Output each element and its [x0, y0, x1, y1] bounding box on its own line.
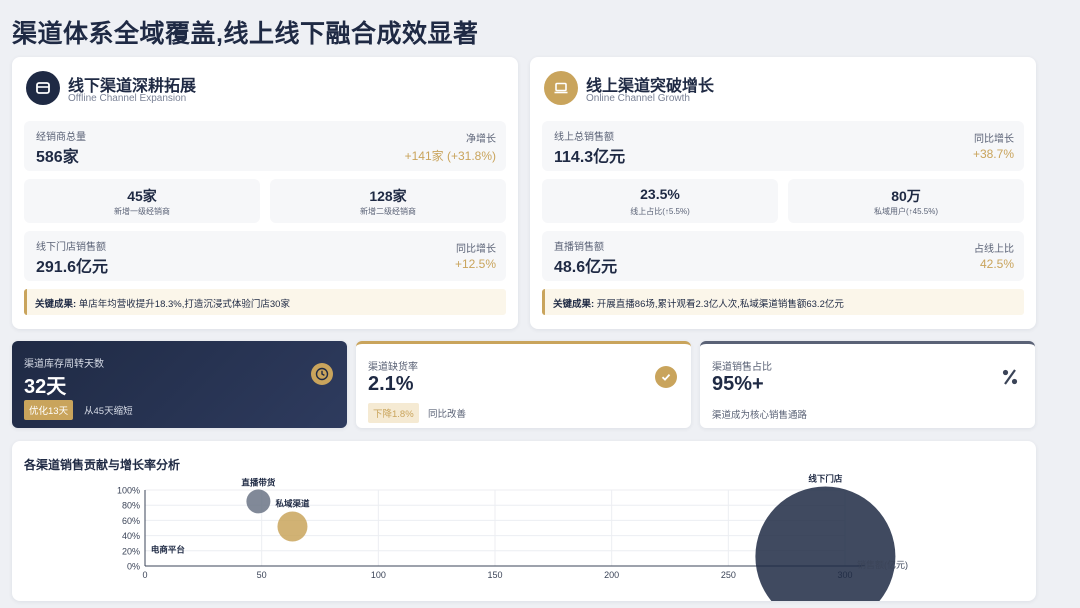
x-tick-label: 150	[487, 570, 502, 580]
y-tick-label: 80%	[122, 501, 140, 511]
inventory-turnover-label: 渠道库存周转天数	[24, 359, 104, 370]
tier2-dealer-label: 新增二级经销商	[360, 207, 416, 216]
stockout-rate-value: 2.1%	[368, 373, 414, 395]
stockout-badge: 下降1.8%	[368, 403, 419, 423]
offline-key-prefix: 关键成果:	[35, 299, 77, 310]
check-icon	[655, 366, 677, 388]
store-growth-value: +12.5%	[454, 257, 496, 271]
x-axis-label: 销售额(亿元)	[857, 559, 908, 570]
dealer-total-value: 586家	[36, 149, 79, 166]
stockout-rate-card: 渠道缺货率 2.1% 下降1.8% 同比改善	[356, 341, 691, 428]
offline-key-result: 关键成果: 单店年均营收提升18.3%,打造沉浸式体验门店30家	[24, 289, 506, 315]
x-tick-label: 100	[371, 570, 386, 580]
online-panel-subtitle: Online Channel Growth	[586, 93, 690, 104]
channel-share-label: 渠道销售占比	[712, 362, 772, 373]
inventory-turnover-value: 32天	[24, 376, 67, 398]
tier2-dealer-value: 128家	[369, 188, 407, 204]
x-tick-label: 0	[142, 570, 147, 580]
online-key-prefix: 关键成果:	[553, 299, 595, 310]
online-key-text: 开展直播86场,累计观看2.3亿人次,私域渠道销售额63.2亿元	[594, 299, 844, 310]
inventory-badge: 优化13天	[24, 400, 74, 420]
point-label: 线下门店	[808, 474, 843, 484]
y-tick-label: 100%	[117, 486, 140, 496]
chart-title: 各渠道销售贡献与增长率分析	[24, 458, 181, 472]
bubble-chart: 0%20%40%60%80%100%050100150200250300销售额(…	[117, 474, 908, 601]
stockout-note: 同比改善	[428, 409, 467, 420]
y-tick-label: 0%	[127, 562, 140, 572]
stockout-rate-label: 渠道缺货率	[368, 362, 418, 373]
tier1-dealer-box: 45家 新增一级经销商	[24, 179, 260, 223]
channel-chart-panel: 0%20%40%60%80%100%050100150200250300销售额(…	[12, 441, 1036, 601]
private-users-value: 80万	[891, 188, 921, 204]
live-sales-value: 48.6亿元	[554, 259, 618, 276]
private-users-label: 私域用户(↑45.5%)	[873, 207, 938, 216]
clock-icon	[311, 363, 333, 385]
bubble-point	[277, 511, 308, 542]
store-sales-metric: 线下门店销售额 291.6亿元 同比增长 +12.5%	[24, 231, 506, 281]
online-key-result: 关键成果: 开展直播86场,累计观看2.3亿人次,私域渠道销售额63.2亿元	[542, 289, 1024, 315]
online-share-label: 线上占比(↑5.5%)	[630, 207, 690, 216]
online-growth-label: 同比增长	[974, 134, 1014, 145]
offline-panel-subtitle: Offline Channel Expansion	[68, 93, 187, 104]
laptop-icon	[544, 71, 578, 105]
dealer-total-metric: 经销商总量 586家 净增长 +141家 (+31.8%)	[24, 121, 506, 171]
online-share-box: 23.5% 线上占比(↑5.5%)	[542, 179, 778, 223]
online-channel-panel: 线上渠道突破增长 Online Channel Growth 线上总销售额 11…	[530, 57, 1036, 329]
online-sales-metric: 线上总销售额 114.3亿元 同比增长 +38.7%	[542, 121, 1024, 171]
live-sales-label: 直播销售额	[554, 242, 604, 253]
store-sales-value: 291.6亿元	[36, 259, 109, 276]
x-tick-label: 250	[721, 570, 736, 580]
live-sales-metric: 直播销售额 48.6亿元 占线上比 42.5%	[542, 231, 1024, 281]
y-tick-label: 20%	[122, 546, 140, 556]
online-growth-value: +38.7%	[972, 147, 1014, 161]
y-tick-label: 40%	[122, 531, 140, 541]
percent-icon	[999, 366, 1021, 388]
inventory-note: 从45天缩短	[84, 406, 133, 417]
online-sales-value: 114.3亿元	[554, 149, 626, 166]
y-tick-label: 60%	[122, 516, 140, 526]
tier1-dealer-value: 45家	[127, 188, 157, 204]
store-icon	[26, 71, 60, 105]
offline-channel-panel: 线下渠道深耕拓展 Offline Channel Expansion 经销商总量…	[12, 57, 518, 329]
bubble-point	[246, 489, 271, 514]
dealer-total-label: 经销商总量	[36, 132, 86, 143]
online-share-value: 23.5%	[640, 186, 680, 202]
bubble-point	[755, 486, 896, 601]
dealer-growth-value: +141家 (+31.8%)	[404, 149, 496, 163]
point-label: 电商平台	[151, 544, 186, 554]
tier1-dealer-label: 新增一级经销商	[114, 207, 170, 216]
private-users-box: 80万 私域用户(↑45.5%)	[788, 179, 1024, 223]
store-growth-label: 同比增长	[456, 244, 496, 255]
online-panel-title: 线上渠道突破增长	[586, 78, 715, 95]
tier2-dealer-box: 128家 新增二级经销商	[270, 179, 506, 223]
point-label: 直播带货	[241, 477, 276, 487]
x-tick-label: 200	[604, 570, 619, 580]
inventory-turnover-card: 渠道库存周转天数 32天 优化13天 从45天缩短	[12, 341, 347, 428]
page-title: 渠道体系全域覆盖,线上线下融合成效显著	[12, 20, 479, 48]
channel-share-card: 渠道销售占比 95%+ 渠道成为核心销售通路	[700, 341, 1035, 428]
live-share-value: 42.5%	[979, 257, 1014, 271]
offline-key-text: 单店年均营收提升18.3%,打造沉浸式体验门店30家	[76, 299, 290, 310]
live-share-label: 占线上比	[974, 244, 1014, 255]
online-sales-label: 线上总销售额	[554, 132, 614, 143]
dealer-growth-label: 净增长	[466, 134, 496, 145]
channel-share-desc: 渠道成为核心销售通路	[712, 410, 808, 421]
point-label: 私域渠道	[274, 498, 310, 508]
store-sales-label: 线下门店销售额	[36, 242, 106, 253]
channel-share-value: 95%+	[712, 373, 764, 395]
offline-panel-title: 线下渠道深耕拓展	[68, 78, 197, 95]
x-tick-label: 50	[257, 570, 267, 580]
